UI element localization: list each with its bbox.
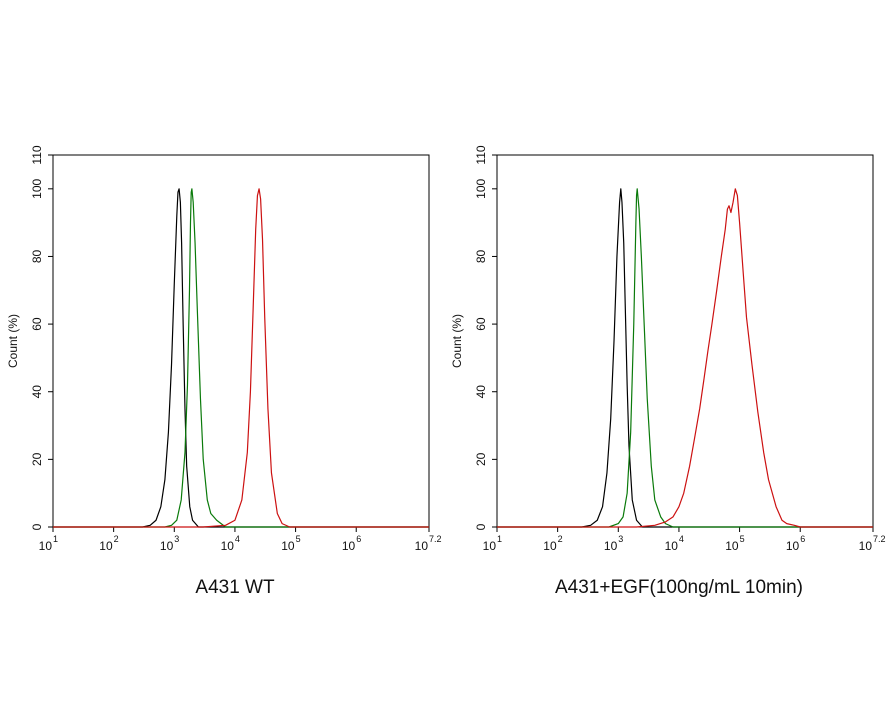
y-tick-label: 80 bbox=[474, 249, 488, 263]
y-tick-label: 20 bbox=[474, 452, 488, 466]
y-tick-label: 40 bbox=[474, 385, 488, 399]
x-tick-base: 10 bbox=[604, 539, 618, 553]
x-tick-label: 10 bbox=[39, 539, 53, 553]
y-tick-label: 60 bbox=[30, 317, 44, 331]
x-tick-exponent: 1 bbox=[53, 534, 58, 544]
y-tick-label: 100 bbox=[474, 178, 488, 198]
x-tick-label: 10 bbox=[483, 539, 497, 553]
y-tick-label: 0 bbox=[30, 523, 44, 530]
x-tick-base: 10 bbox=[725, 539, 739, 553]
x-tick-label: 10 bbox=[99, 539, 113, 553]
x-tick-label: 10 bbox=[342, 539, 356, 553]
y-tick-label: 20 bbox=[30, 452, 44, 466]
x-tick-exponent: 5 bbox=[740, 534, 745, 544]
x-tick-exponent: 7.2 bbox=[429, 534, 442, 544]
x-tick-base: 10 bbox=[221, 539, 235, 553]
series-line-3 bbox=[497, 188, 873, 528]
series-line-3 bbox=[53, 188, 429, 528]
y-tick-label: 0 bbox=[474, 523, 488, 530]
x-tick-base: 10 bbox=[342, 539, 356, 553]
x-tick-exponent: 2 bbox=[558, 534, 563, 544]
y-axis-label: Count (%) bbox=[6, 314, 20, 368]
x-tick-exponent: 3 bbox=[618, 534, 623, 544]
series-line-2 bbox=[497, 188, 873, 528]
y-tick-label: 100 bbox=[30, 178, 44, 198]
y-tick-label: 60 bbox=[474, 317, 488, 331]
plot-frame bbox=[52, 154, 430, 528]
y-tick-label: 110 bbox=[30, 145, 44, 164]
series-line-1 bbox=[497, 188, 873, 528]
x-tick-exponent: 3 bbox=[174, 534, 179, 544]
x-tick-exponent: 4 bbox=[235, 534, 240, 544]
y-axis-label: Count (%) bbox=[450, 314, 464, 368]
x-tick-base: 10 bbox=[160, 539, 174, 553]
x-tick-exponent: 2 bbox=[114, 534, 119, 544]
x-tick-label: 10 bbox=[859, 539, 873, 553]
x-tick-label: 10 bbox=[160, 539, 174, 553]
x-tick-label: 10 bbox=[725, 539, 739, 553]
x-tick-base: 10 bbox=[415, 539, 429, 553]
x-tick-base: 10 bbox=[99, 539, 113, 553]
x-tick-base: 10 bbox=[39, 539, 53, 553]
series-line-1 bbox=[53, 188, 429, 528]
x-tick-label: 10 bbox=[221, 539, 235, 553]
x-tick-label: 10 bbox=[281, 539, 295, 553]
x-tick-base: 10 bbox=[859, 539, 873, 553]
chart-title: A431+EGF(100ng/mL 10min) bbox=[555, 577, 803, 598]
x-tick-label: 10 bbox=[415, 539, 429, 553]
x-tick-label: 10 bbox=[543, 539, 557, 553]
x-tick-base: 10 bbox=[543, 539, 557, 553]
x-tick-exponent: 4 bbox=[679, 534, 684, 544]
y-tick-label: 110 bbox=[474, 145, 488, 164]
x-tick-base: 10 bbox=[483, 539, 497, 553]
x-tick-base: 10 bbox=[281, 539, 295, 553]
chart-title: A431 WT bbox=[195, 577, 275, 598]
x-tick-label: 10 bbox=[604, 539, 618, 553]
plot-frame bbox=[496, 154, 874, 528]
x-tick-label: 10 bbox=[786, 539, 800, 553]
x-tick-base: 10 bbox=[665, 539, 679, 553]
x-tick-exponent: 5 bbox=[296, 534, 301, 544]
x-tick-base: 10 bbox=[786, 539, 800, 553]
y-tick-label: 80 bbox=[30, 249, 44, 263]
x-tick-exponent: 1 bbox=[497, 534, 502, 544]
x-tick-exponent: 6 bbox=[356, 534, 361, 544]
series-line-2 bbox=[53, 188, 429, 528]
x-tick-exponent: 7.2 bbox=[873, 534, 886, 544]
y-tick-label: 40 bbox=[30, 385, 44, 399]
x-tick-label: 10 bbox=[665, 539, 679, 553]
x-tick-exponent: 6 bbox=[800, 534, 805, 544]
